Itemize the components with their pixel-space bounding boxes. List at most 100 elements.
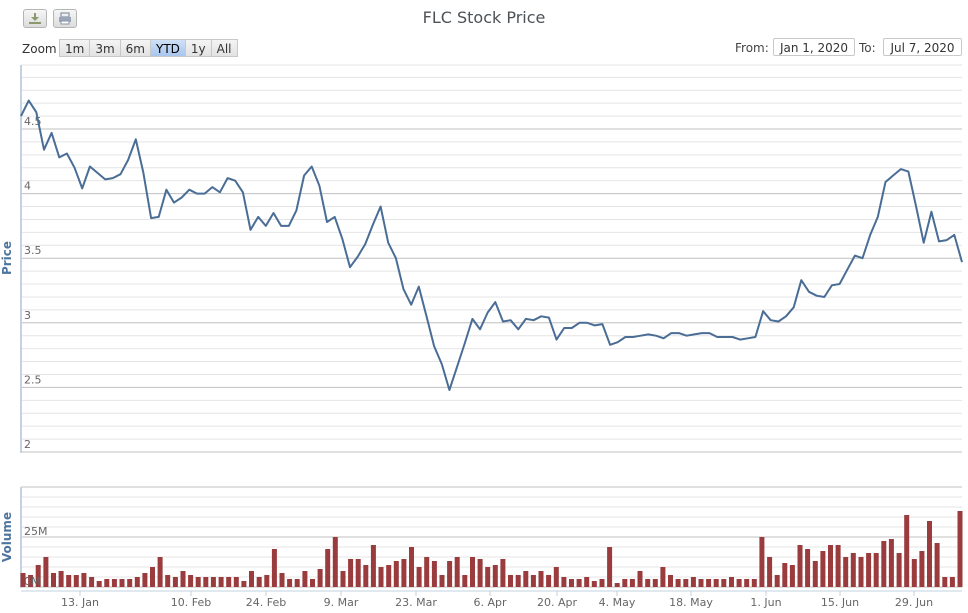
volume-bar[interactable] bbox=[546, 575, 552, 587]
volume-bar[interactable] bbox=[919, 551, 925, 587]
volume-bar[interactable] bbox=[645, 579, 651, 587]
to-date-input[interactable]: Jul 7, 2020 bbox=[883, 38, 962, 56]
volume-bar[interactable] bbox=[249, 571, 254, 587]
volume-bar[interactable] bbox=[881, 541, 887, 587]
range-button-3m[interactable]: 3m bbox=[90, 39, 121, 57]
volume-bar[interactable] bbox=[89, 577, 95, 587]
volume-bar[interactable] bbox=[43, 557, 49, 587]
volume-bar[interactable] bbox=[470, 557, 475, 587]
volume-bar[interactable] bbox=[934, 543, 940, 587]
volume-bar[interactable] bbox=[233, 577, 239, 587]
volume-bar[interactable] bbox=[500, 559, 506, 587]
volume-bar[interactable] bbox=[287, 579, 293, 587]
volume-bar[interactable] bbox=[66, 575, 72, 587]
volume-bar[interactable] bbox=[736, 579, 742, 587]
volume-bar[interactable] bbox=[904, 515, 910, 587]
volume-bar[interactable] bbox=[652, 579, 658, 587]
print-button[interactable] bbox=[53, 9, 77, 28]
volume-bar[interactable] bbox=[888, 539, 894, 587]
volume-bar[interactable] bbox=[180, 571, 186, 587]
volume-bar[interactable] bbox=[789, 565, 795, 587]
volume-bar[interactable] bbox=[355, 559, 361, 587]
volume-bar[interactable] bbox=[561, 577, 567, 587]
volume-bar[interactable] bbox=[911, 559, 917, 587]
volume-bar[interactable] bbox=[858, 557, 864, 587]
volume-bar[interactable] bbox=[690, 577, 696, 587]
volume-bar[interactable] bbox=[820, 551, 826, 587]
volume-bar[interactable] bbox=[835, 545, 841, 587]
volume-bar[interactable] bbox=[896, 553, 902, 587]
volume-bar[interactable] bbox=[378, 567, 384, 587]
volume-bar[interactable] bbox=[774, 575, 780, 587]
volume-bar[interactable] bbox=[332, 537, 338, 587]
volume-bar[interactable] bbox=[35, 565, 41, 587]
volume-bar[interactable] bbox=[629, 579, 635, 587]
volume-bar[interactable] bbox=[942, 577, 948, 587]
volume-bar[interactable] bbox=[81, 573, 87, 587]
volume-bar[interactable] bbox=[28, 575, 34, 587]
volume-bar[interactable] bbox=[279, 573, 285, 587]
volume-bar[interactable] bbox=[668, 575, 673, 587]
volume-bar[interactable] bbox=[812, 561, 818, 587]
volume-bar[interactable] bbox=[683, 579, 689, 587]
volume-bar[interactable] bbox=[172, 577, 178, 587]
volume-bar[interactable] bbox=[58, 571, 64, 587]
volume-bar[interactable] bbox=[348, 559, 354, 587]
volume-bar[interactable] bbox=[325, 549, 331, 587]
volume-bar[interactable] bbox=[393, 561, 399, 587]
range-button-1y[interactable]: 1y bbox=[185, 39, 212, 57]
volume-bar[interactable] bbox=[127, 579, 133, 587]
volume-bar[interactable] bbox=[241, 581, 247, 587]
volume-bar[interactable] bbox=[317, 569, 323, 587]
volume-bar[interactable] bbox=[949, 577, 955, 587]
volume-bar[interactable] bbox=[416, 567, 422, 587]
volume-bar[interactable] bbox=[698, 579, 704, 587]
volume-bar[interactable] bbox=[370, 545, 376, 587]
volume-bar[interactable] bbox=[340, 571, 346, 587]
volume-bar[interactable] bbox=[927, 521, 932, 587]
volume-bar[interactable] bbox=[157, 557, 163, 587]
price-line[interactable] bbox=[20, 99, 963, 391]
volume-bar[interactable] bbox=[462, 575, 468, 587]
volume-bar[interactable] bbox=[957, 511, 963, 587]
volume-bar[interactable] bbox=[302, 571, 308, 587]
range-button-ytd[interactable]: YTD bbox=[150, 39, 186, 57]
volume-bars[interactable] bbox=[20, 511, 963, 587]
volume-bar[interactable] bbox=[203, 577, 209, 587]
volume-bar[interactable] bbox=[111, 579, 117, 587]
volume-bar[interactable] bbox=[744, 579, 750, 587]
volume-bar[interactable] bbox=[660, 567, 666, 587]
volume-bar[interactable] bbox=[454, 557, 460, 587]
volume-bar[interactable] bbox=[492, 565, 498, 587]
volume-bar[interactable] bbox=[73, 575, 79, 587]
volume-bar[interactable] bbox=[850, 553, 856, 587]
volume-bar[interactable] bbox=[782, 563, 788, 587]
volume-bar[interactable] bbox=[447, 561, 453, 587]
volume-bar[interactable] bbox=[218, 577, 224, 587]
volume-bar[interactable] bbox=[20, 573, 26, 587]
range-button-all[interactable]: All bbox=[211, 39, 238, 57]
volume-bar[interactable] bbox=[706, 579, 712, 587]
volume-bar[interactable] bbox=[622, 579, 628, 587]
volume-bar[interactable] bbox=[264, 575, 270, 587]
volume-bar[interactable] bbox=[150, 567, 155, 587]
volume-bar[interactable] bbox=[538, 571, 544, 587]
volume-bar[interactable] bbox=[165, 575, 171, 587]
range-button-6m[interactable]: 6m bbox=[120, 39, 151, 57]
volume-bar[interactable] bbox=[515, 575, 521, 587]
volume-bar[interactable] bbox=[210, 577, 216, 587]
range-button-1m[interactable]: 1m bbox=[59, 39, 91, 57]
volume-bar[interactable] bbox=[134, 577, 140, 587]
volume-bar[interactable] bbox=[614, 583, 620, 587]
volume-bar[interactable] bbox=[256, 577, 262, 587]
volume-bar[interactable] bbox=[599, 579, 605, 587]
volume-bar[interactable] bbox=[751, 579, 757, 587]
volume-bar[interactable] bbox=[530, 575, 536, 587]
volume-bar[interactable] bbox=[637, 571, 643, 587]
volume-bar[interactable] bbox=[828, 545, 833, 587]
volume-bar[interactable] bbox=[485, 567, 491, 587]
volume-bar[interactable] bbox=[409, 547, 414, 587]
volume-bar[interactable] bbox=[439, 575, 445, 587]
volume-bar[interactable] bbox=[713, 579, 719, 587]
volume-bar[interactable] bbox=[729, 577, 734, 587]
